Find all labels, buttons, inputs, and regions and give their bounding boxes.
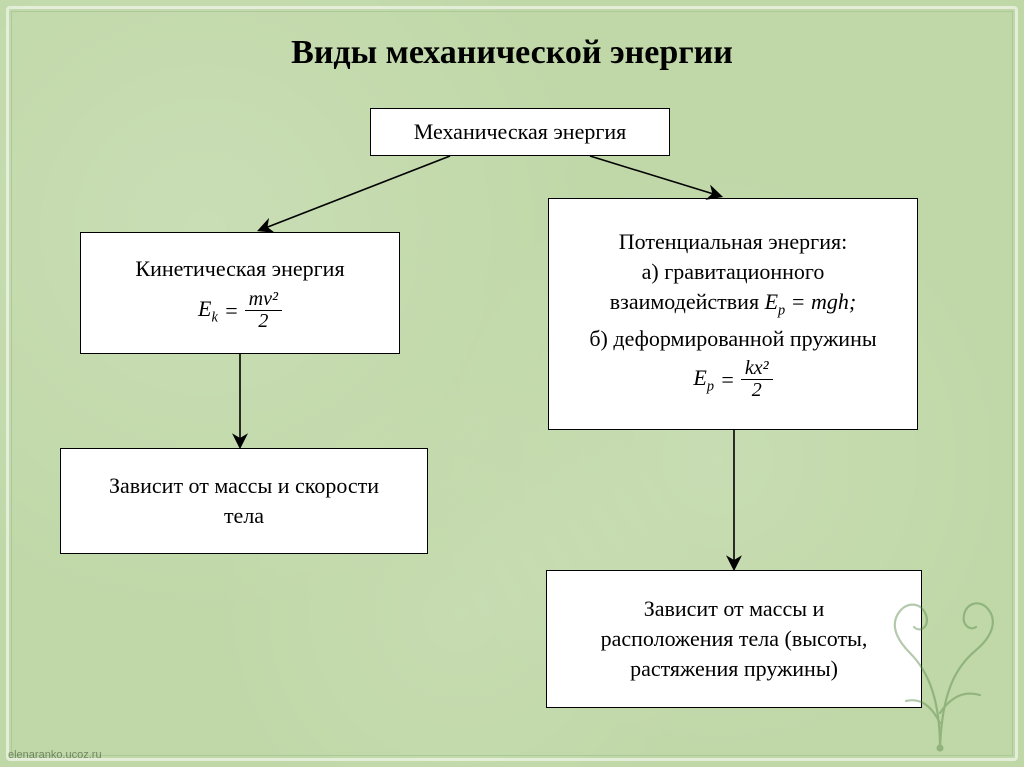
- potential-fraction: kx² 2: [741, 358, 773, 401]
- pdep-line1: Зависит от массы и: [644, 594, 825, 624]
- kinetic-sub: k: [211, 309, 217, 325]
- equals-icon: =: [720, 365, 735, 395]
- potential-line3: б) деформированной пружины: [589, 324, 876, 354]
- pdep-line2: расположения тела (высоты,: [601, 624, 868, 654]
- pot-den: 2: [748, 380, 766, 401]
- kdep-line2: тела: [224, 501, 264, 531]
- pot-num: kx²: [741, 358, 773, 380]
- kinetic-E: E: [198, 296, 211, 321]
- node-kinetic-depends: Зависит от массы и скорости тела: [60, 448, 428, 554]
- decorative-flourish-icon: [870, 583, 1010, 753]
- equals-icon: =: [224, 296, 239, 326]
- node-root: Механическая энергия: [370, 108, 670, 156]
- kinetic-formula: Ek = mv² 2: [198, 289, 282, 332]
- kinetic-den: 2: [254, 311, 272, 332]
- pot-E2: E: [693, 365, 706, 390]
- kinetic-title: Кинетическая энергия: [135, 254, 344, 284]
- pdep-line3: растяжения пружины): [630, 654, 838, 684]
- kdep-line1: Зависит от массы и скорости: [109, 471, 379, 501]
- pot-sub2: p: [707, 378, 714, 394]
- node-kinetic: Кинетическая энергия Ek = mv² 2: [80, 232, 400, 354]
- watermark: elenaranko.ucoz.ru: [8, 749, 102, 761]
- node-potential-depends: Зависит от массы и расположения тела (вы…: [546, 570, 922, 708]
- potential-line2a: а) гравитационного: [642, 257, 825, 287]
- pot-Ep-eq: = mgh;: [785, 289, 856, 314]
- kinetic-fraction: mv² 2: [245, 289, 282, 332]
- kinetic-num: mv²: [245, 289, 282, 311]
- node-potential: Потенциальная энергия: а) гравитационног…: [548, 198, 918, 430]
- potential-line1: Потенциальная энергия:: [619, 227, 847, 257]
- potential-line2b: взаимодействия Ep = mgh;: [610, 287, 856, 321]
- node-root-label: Механическая энергия: [414, 117, 627, 147]
- page-title: Виды механической энергии: [0, 34, 1024, 72]
- potential-line2b-pre: взаимодействия: [610, 289, 765, 314]
- pot-Ep-E: E: [765, 289, 778, 314]
- potential-formula: Ep = kx² 2: [693, 358, 772, 401]
